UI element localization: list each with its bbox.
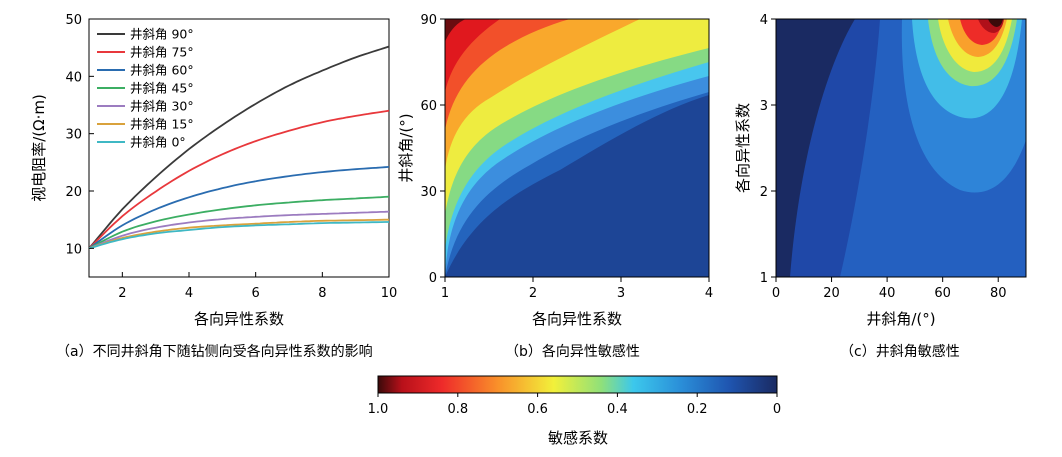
panel-a-x-tick-label: 2 [118, 286, 126, 301]
panel-a-y-axis-label: 视电阻率/(Ω·m) [30, 94, 48, 202]
panel-c-heatmap-field [776, 19, 1026, 277]
panel-a-line-chart: 2 4 6 8 10 10 20 30 40 50 各向异性系数 视电阻率/(Ω·m) 井斜角 9… [30, 13, 397, 328]
panel-a-x-tick-label: 6 [252, 286, 260, 301]
legend-label-2: 井斜角 60° [130, 63, 194, 78]
panel-c-tick-group: 0 20 40 60 80 1 2 3 4 [760, 13, 1007, 301]
panel-b-plot-frame [444, 18, 710, 278]
panel-a-tick-group: 2 4 6 8 10 10 20 30 40 50 [65, 13, 397, 301]
panel-c-y-tick-label: 2 [760, 185, 768, 200]
panel-c-x-axis-label: 井斜角/(°) [866, 310, 935, 328]
panel-b-y-tick-label: 90 [420, 13, 437, 28]
panel-b-x-tick-label: 4 [705, 286, 713, 301]
panel-b-contour-0-9 [445, 19, 500, 92]
panel-a-caption: （a）不同井斜角下随钻侧向受各向异性系数的影响 [56, 344, 373, 360]
series-line-5 [89, 218, 389, 250]
panel-c-contour-1-0 [988, 19, 1003, 27]
legend-label-5: 井斜角 15° [130, 117, 194, 132]
legend-label-6: 井斜角 0° [130, 135, 186, 150]
panel-c-caption: （c）井斜角敏感性 [840, 343, 960, 360]
panel-a-x-tick-label: 8 [318, 286, 326, 301]
panel-a-y-tick-label: 30 [65, 128, 82, 143]
legend-label-3: 井斜角 45° [130, 81, 194, 96]
panel-a-legend: 井斜角 90° 井斜角 75° 井斜角 60° 井斜角 45° 井斜角 30° 井斜角 1… [97, 27, 194, 150]
panel-b-x-tick-label: 2 [529, 286, 537, 301]
series-line-2 [89, 166, 389, 250]
panel-b-contour-0-8 [445, 19, 570, 130]
colorbar-tick-label: 0.6 [527, 402, 548, 417]
panel-c-x-tick-label: 20 [823, 286, 840, 301]
panel-b-contour-1-0 [445, 19, 466, 42]
legend-label-4: 井斜角 30° [130, 99, 194, 114]
panel-a-x-tick-label: 4 [185, 286, 193, 301]
series-line-0 [89, 45, 389, 249]
panel-c-y-tick-label: 4 [760, 13, 768, 28]
panel-a-x-tick-label: 10 [381, 286, 398, 301]
panel-b-y-axis-label: 井斜角/(°) [397, 113, 415, 182]
panel-b-y-tick-label: 30 [420, 185, 437, 200]
colorbar-label: 敏感系数 [548, 429, 608, 447]
colorbar-tick-label: 1.0 [368, 402, 389, 417]
series-line-4 [89, 210, 389, 250]
panel-c-x-tick-label: 80 [990, 286, 1007, 301]
panel-c-x-tick-label: 0 [772, 286, 780, 301]
legend-label-0: 井斜角 90° [130, 27, 194, 42]
panel-b-caption: （b）各向异性敏感性 [505, 343, 640, 360]
panel-b-heatmap: 1 2 3 4 0 30 60 90 各向异性系数 井斜角/(°) [397, 13, 713, 328]
series-line-6 [89, 221, 389, 250]
panel-a-y-tick-label: 50 [65, 13, 82, 28]
colorbar-tick-label: 0.4 [607, 402, 628, 417]
panel-b-contour-0-7 [445, 19, 640, 170]
panel-b-y-tick-label: 0 [429, 271, 437, 286]
panel-a-y-tick-label: 40 [65, 70, 82, 85]
panel-a-y-tick-label: 20 [65, 185, 82, 200]
panel-b-heatmap-field [445, 19, 709, 277]
panel-b-tick-group: 1 2 3 4 0 30 60 90 [420, 13, 713, 301]
panel-c-y-axis-label: 各向异性系数 [734, 103, 752, 193]
colorbar: 1.0 0.8 0.6 0.4 0.2 0 敏感系数 [368, 375, 781, 447]
panel-b-x-tick-label: 1 [441, 286, 449, 301]
panel-c-x-tick-label: 40 [879, 286, 896, 301]
legend-label-1: 井斜角 75° [130, 45, 194, 60]
panel-a-x-axis-label: 各向异性系数 [194, 310, 284, 328]
panel-a-plot-frame [88, 18, 390, 278]
panel-a-y-tick-label: 10 [65, 242, 82, 257]
colorbar-tick-label: 0 [773, 402, 781, 417]
series-line-1 [89, 109, 389, 249]
panel-c-y-tick-label: 1 [760, 271, 768, 286]
panel-c-heatmap: 0 20 40 60 80 1 2 3 4 井斜角/(°) 各向异性系数 [734, 13, 1027, 328]
panel-c-x-tick-label: 60 [934, 286, 951, 301]
panel-b-y-tick-label: 60 [420, 99, 437, 114]
colorbar-tick-label: 0.8 [447, 402, 468, 417]
colorbar-tick-group: 1.0 0.8 0.6 0.4 0.2 0 [368, 393, 781, 417]
panel-b-x-axis-label: 各向异性系数 [532, 310, 622, 328]
panel-c-y-tick-label: 3 [760, 99, 768, 114]
panel-a-series-group [89, 45, 389, 250]
series-line-3 [89, 195, 389, 250]
panel-b-x-tick-label: 3 [617, 286, 625, 301]
panel-c-plot-frame [775, 18, 1027, 278]
colorbar-tick-label: 0.2 [687, 402, 708, 417]
colorbar-gradient [377, 375, 778, 394]
